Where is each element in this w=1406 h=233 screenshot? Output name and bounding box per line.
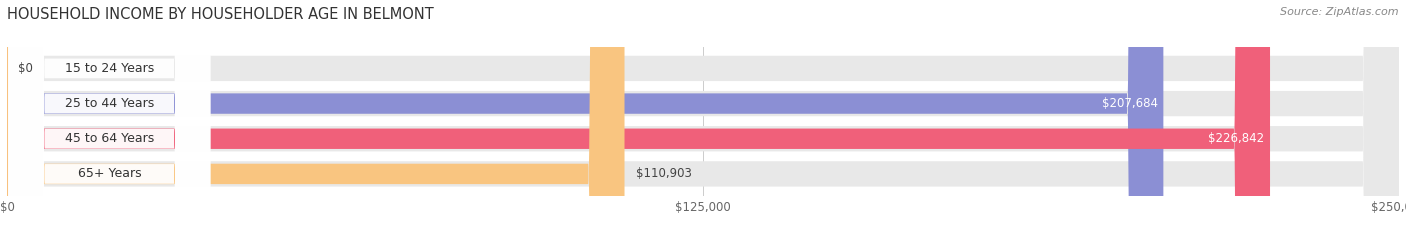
Text: 25 to 44 Years: 25 to 44 Years — [65, 97, 155, 110]
Text: $226,842: $226,842 — [1208, 132, 1264, 145]
FancyBboxPatch shape — [7, 0, 1270, 233]
FancyBboxPatch shape — [7, 0, 1399, 233]
FancyBboxPatch shape — [7, 0, 1399, 233]
Text: 15 to 24 Years: 15 to 24 Years — [65, 62, 155, 75]
FancyBboxPatch shape — [8, 0, 211, 233]
FancyBboxPatch shape — [7, 0, 1163, 233]
FancyBboxPatch shape — [8, 0, 211, 233]
Text: $0: $0 — [18, 62, 32, 75]
FancyBboxPatch shape — [7, 0, 1399, 233]
Text: $110,903: $110,903 — [636, 168, 692, 180]
Text: HOUSEHOLD INCOME BY HOUSEHOLDER AGE IN BELMONT: HOUSEHOLD INCOME BY HOUSEHOLDER AGE IN B… — [7, 7, 434, 22]
Text: Source: ZipAtlas.com: Source: ZipAtlas.com — [1281, 7, 1399, 17]
Text: 65+ Years: 65+ Years — [77, 168, 141, 180]
Text: $207,684: $207,684 — [1102, 97, 1157, 110]
FancyBboxPatch shape — [7, 0, 1399, 233]
FancyBboxPatch shape — [7, 0, 624, 233]
FancyBboxPatch shape — [8, 0, 211, 233]
FancyBboxPatch shape — [8, 0, 211, 233]
Text: 45 to 64 Years: 45 to 64 Years — [65, 132, 155, 145]
